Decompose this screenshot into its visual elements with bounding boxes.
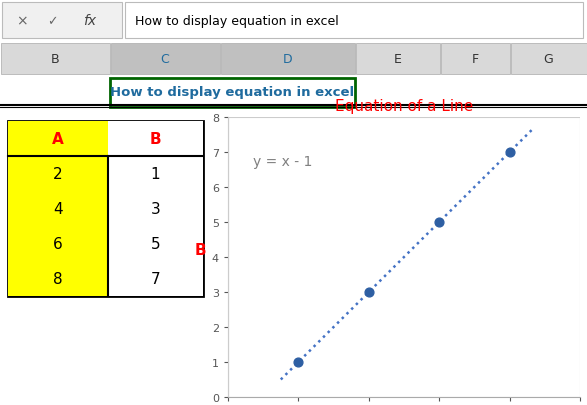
Bar (0, 77, 110, 109)
Bar (8, 122, 108, 156)
Bar (8, 122, 203, 296)
Point (294, 359, 303, 365)
Y-axis label: B: B (195, 243, 207, 257)
Bar (221, 44, 355, 75)
Bar (108, 261, 203, 296)
Bar (8, 226, 108, 261)
Text: 5: 5 (151, 236, 160, 251)
Text: E: E (393, 53, 402, 66)
Bar (511, 44, 586, 75)
Bar (1, 44, 110, 75)
Text: 8: 8 (53, 271, 63, 286)
Text: B: B (50, 53, 59, 66)
Point (364, 289, 373, 296)
Bar (108, 191, 203, 226)
Text: 3: 3 (151, 201, 160, 216)
Text: How to display equation in excel: How to display equation in excel (110, 86, 354, 99)
Bar (8, 156, 108, 191)
Bar (108, 122, 203, 156)
Text: A: A (52, 131, 64, 146)
Bar (108, 226, 203, 261)
Text: ✓: ✓ (47, 15, 58, 28)
Text: B: B (150, 131, 161, 146)
Bar (110, 79, 355, 108)
Text: ×: × (16, 14, 28, 28)
Bar (228, 118, 580, 397)
Bar (2, 3, 122, 39)
Bar (356, 44, 440, 75)
Text: 6: 6 (53, 236, 63, 251)
Point (434, 219, 444, 226)
Title: Equation of a Line: Equation of a Line (335, 99, 473, 114)
Text: 1: 1 (151, 166, 160, 181)
Text: 2: 2 (53, 166, 63, 181)
Text: F: F (471, 53, 478, 66)
Point (505, 149, 514, 156)
Bar (125, 3, 583, 39)
Text: fx: fx (83, 14, 97, 28)
Text: 4: 4 (53, 201, 63, 216)
Text: D: D (283, 53, 292, 66)
Text: G: G (544, 53, 554, 66)
Text: y = x - 1: y = x - 1 (252, 154, 312, 168)
Text: 7: 7 (151, 271, 160, 286)
Bar (440, 44, 510, 75)
Bar (110, 44, 220, 75)
Text: How to display equation in excel: How to display equation in excel (135, 15, 339, 28)
Bar (8, 261, 108, 296)
Bar (108, 156, 203, 191)
Bar (8, 191, 108, 226)
Text: C: C (161, 53, 170, 66)
